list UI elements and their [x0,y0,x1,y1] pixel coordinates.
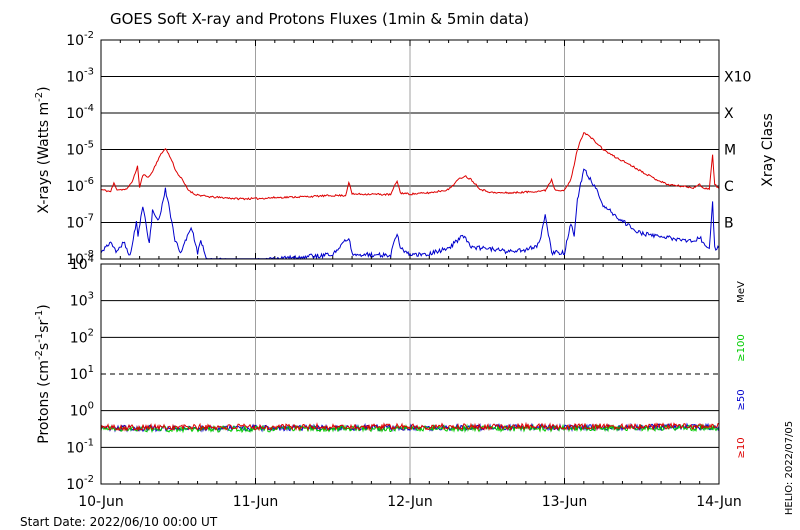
proton-y-tick-label: 103 [70,291,94,310]
proton-y-tick-base: 10 [70,367,88,383]
x-tick-labels: 10-Jun 11-Jun 12-Jun 13-Jun 14-Jun [78,494,742,510]
xray-y-tick-label: 10-6 [66,176,94,195]
proton-y-tick-exp: 3 [88,291,94,302]
xray-y-tick-exp: -4 [84,103,94,114]
xray-class-labels: X10 X M C B [724,70,751,232]
proton-y-tick-label: 104 [70,254,94,273]
proton-10-series [100,421,720,432]
xray-y-tick-base: 10 [66,70,84,86]
xray-y-tick-label: 10-2 [66,30,94,49]
xray-y-tick-label: 10-5 [66,140,94,159]
xray-panel-frame [100,39,720,260]
proton-y-tick-base: 10 [66,440,84,456]
xray-y-tick-base: 10 [66,33,84,49]
x-tick-label: 12-Jun [387,494,433,510]
start-date-label: Start Date: 2022/06/10 00:00 UT [20,515,218,529]
credit-label: HELIO: 2022/07/05 [784,421,795,515]
xray-series-group [100,132,720,261]
xray-y-tick-exp: -2 [84,30,94,41]
xray-y-tick-exp: -6 [84,176,94,187]
proton-ylabel-s3: -1 [34,310,45,320]
x-tick-label: 11-Jun [233,494,279,510]
proton-ylabel-base: Protons (cm [36,360,52,444]
xray-y-tick-label: 10-7 [66,213,94,232]
proton-ylabel-end: ) [36,304,52,309]
proton-y-tick-base: 10 [70,294,88,310]
xray-y-tick-label: 10-8 [66,249,94,268]
proton-energy-label: ≥50 [736,389,747,410]
chart-title: GOES Soft X-ray and Protons Fluxes (1min… [110,10,529,28]
proton-series-group [100,421,720,434]
proton-y-tick-base: 10 [70,257,88,273]
xray-y-tick-label: 10-4 [66,103,94,122]
xray-y-tick-base: 10 [66,143,84,159]
x-tick-label: 13-Jun [542,494,588,510]
proton-y-tick-exp: 1 [88,364,94,375]
proton-ylabel-s1: -2 [34,350,45,360]
proton-y-tick-exp: 2 [88,327,94,338]
xray-y-tick-exp: -8 [84,249,94,260]
day-gridlines [100,40,720,484]
proton-y-tick-base: 10 [66,477,84,493]
proton-y-tick-exp: 4 [88,254,94,265]
x-tick-label: 14-Jun [696,494,742,510]
xray-y-axis-label: X-rays (Watts m-2) [34,86,52,213]
proton-y-axis-label: Protons (cm-2s-1sr-1) [34,304,52,443]
xray-class-label: X10 [724,70,751,86]
proton-y-tick-label: 102 [70,327,94,346]
xray-class-label: C [724,179,734,195]
xray-y-tick-base: 10 [66,252,84,268]
xray-ylabel-sup: -2 [34,92,45,102]
xray-class-label: M [724,143,736,159]
proton-y-tick-label: 10-1 [66,437,94,456]
proton-y-tick-label: 100 [70,401,94,420]
xray-short-series [100,168,720,261]
xray-y-tick-label: 10-3 [66,67,94,86]
proton-y-tick-base: 10 [70,330,88,346]
proton-ylabel-mid: s [36,343,52,350]
proton-energy-labels: ≥100 ≥50 ≥10 [736,334,747,458]
proton-ylabel-mid2: sr [36,319,52,332]
proton-y-tick-exp: -2 [84,474,94,485]
xray-ylabel-end: ) [36,86,52,91]
proton-y-tick-label: 101 [70,364,94,383]
xray-y-tick-labels: 10-210-310-410-510-610-710-8 [66,30,94,268]
xray-class-axis-title: Xray Class [760,113,776,187]
xray-ylabel-base: X-rays (Watts m [36,102,52,214]
proton-ylabel-s2: -1 [34,333,45,343]
xray-y-tick-exp: -5 [84,140,94,151]
mev-unit-label: MeV [736,281,747,303]
proton-y-tick-label: 10-2 [66,474,94,493]
xray-y-tick-base: 10 [66,106,84,122]
xray-long-series [100,132,720,201]
xray-y-tick-base: 10 [66,179,84,195]
xray-class-label: B [724,216,734,232]
proton-y-tick-exp: -1 [84,437,94,448]
proton-panel-frame [100,263,720,485]
proton-energy-label: ≥100 [736,334,747,361]
proton-y-tick-exp: 0 [88,401,94,412]
xray-y-tick-base: 10 [66,216,84,232]
xray-y-tick-exp: -3 [84,67,94,78]
proton-y-tick-base: 10 [70,404,88,420]
proton-energy-label: ≥10 [736,437,747,458]
xray-y-tick-exp: -7 [84,213,94,224]
x-tick-label: 10-Jun [78,494,124,510]
xray-class-label: X [724,106,734,122]
